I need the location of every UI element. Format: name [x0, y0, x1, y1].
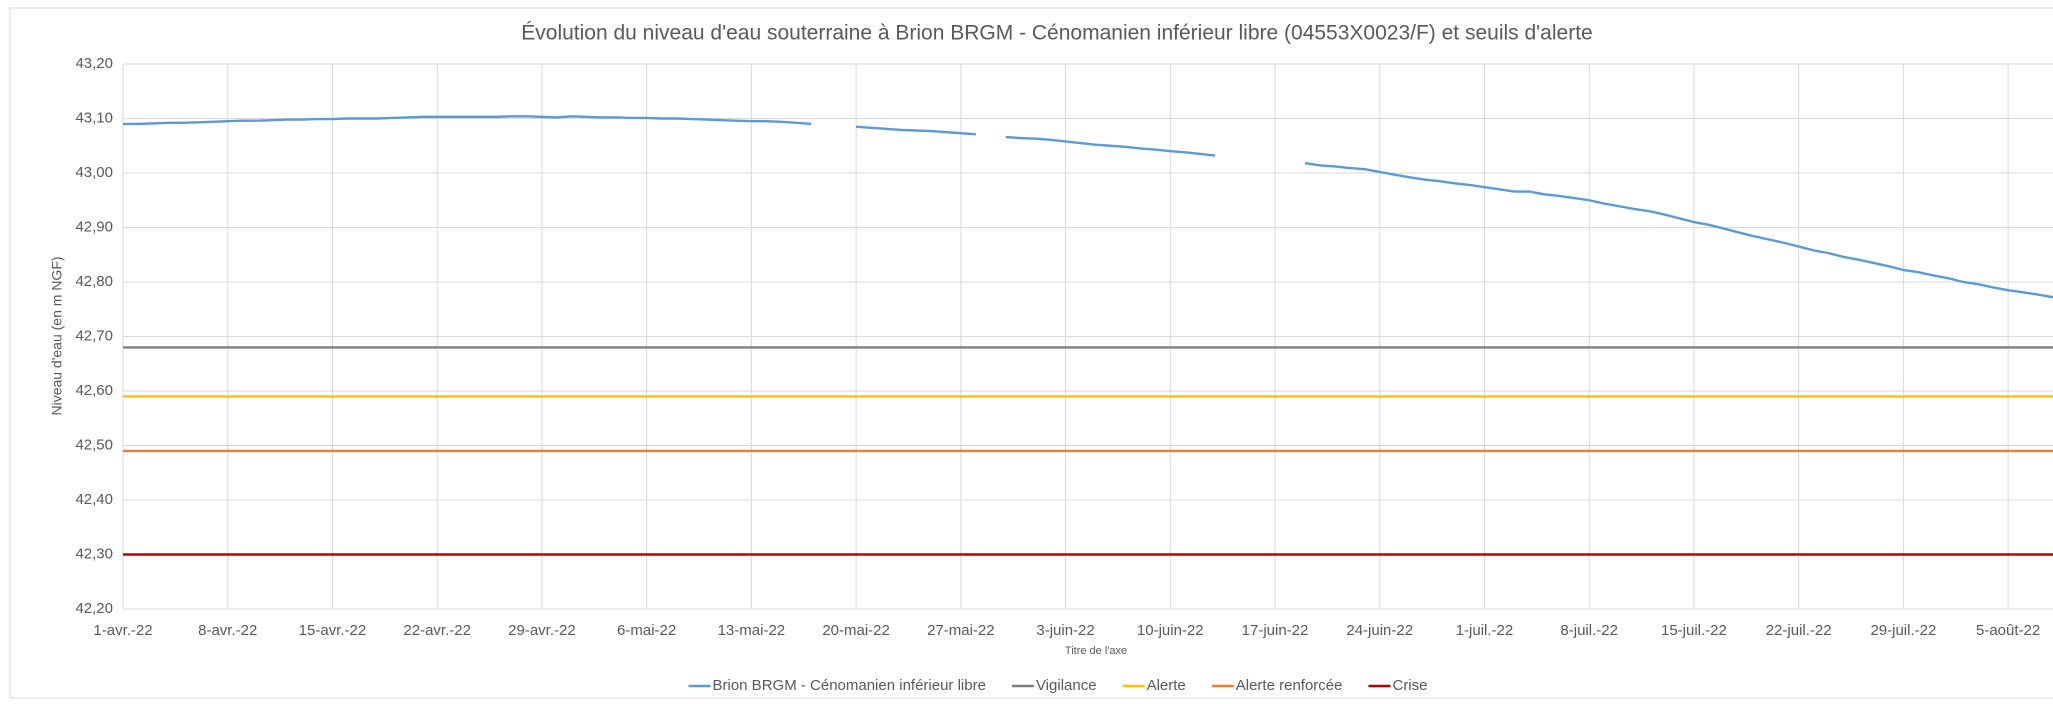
- y-tick-label: 43,00: [75, 164, 113, 181]
- series-line: [123, 115, 2053, 299]
- x-tick-label: 8-juil.-22: [1560, 622, 1618, 639]
- legend-label: Brion BRGM - Cénomanien inférieur libre: [713, 677, 986, 694]
- y-axis-title: Niveau d'eau (en m NGF): [49, 256, 65, 415]
- x-tick-label: 22-juil.-22: [1766, 622, 1832, 639]
- x-tick-label: 6-mai-22: [617, 622, 676, 639]
- x-tick-label: 1-juil.-22: [1456, 622, 1514, 639]
- y-tick-label: 42,90: [75, 218, 113, 235]
- x-tick-label: 20-mai-22: [822, 622, 890, 639]
- legend-label: Crise: [1392, 677, 1427, 694]
- y-tick-label: 42,70: [75, 327, 113, 344]
- x-axis-title: Titre de l'axe: [1065, 645, 1127, 657]
- x-tick-label: 29-avr.-22: [508, 622, 576, 639]
- y-tick-label: 42,40: [75, 491, 113, 508]
- y-tick-label: 42,30: [75, 545, 113, 562]
- x-tick-label: 29-juil.-22: [1870, 622, 1936, 639]
- legend: Brion BRGM - Cénomanien inférieur libre V…: [688, 677, 1428, 694]
- chart-title: Évolution du niveau d'eau souterraine à …: [521, 22, 1592, 45]
- y-tick-label: 42,20: [75, 600, 113, 617]
- y-tick-label: 42,60: [75, 382, 113, 399]
- x-tick-label: 10-juin-22: [1137, 622, 1204, 639]
- y-tick-label: 43,20: [75, 55, 113, 72]
- x-tick-label: 22-avr.-22: [403, 622, 471, 639]
- x-tick-label: 24-juin-22: [1346, 622, 1413, 639]
- legend-label: Vigilance: [1036, 677, 1097, 694]
- y-tick-label: 42,50: [75, 436, 113, 453]
- x-tick-label: 15-juil.-22: [1661, 622, 1727, 639]
- x-tick-label: 13-mai-22: [718, 622, 786, 639]
- x-tick-label: 5-août-22: [1976, 622, 2040, 639]
- chart-area: [9, 7, 2053, 699]
- x-tick-label: 17-juin-22: [1242, 622, 1309, 639]
- legend-label: Alerte renforcée: [1236, 677, 1343, 694]
- x-tick-label: 15-avr.-22: [299, 622, 367, 639]
- legend-label: Alerte: [1147, 677, 1186, 694]
- x-tick-label: 8-avr.-22: [198, 622, 257, 639]
- x-tick-label: 3-juin-22: [1036, 622, 1094, 639]
- y-tick-label: 43,10: [75, 109, 113, 126]
- y-tick-label: 42,80: [75, 273, 113, 290]
- x-tick-label: 27-mai-22: [927, 622, 995, 639]
- x-tick-label: 1-avr.-22: [93, 622, 152, 639]
